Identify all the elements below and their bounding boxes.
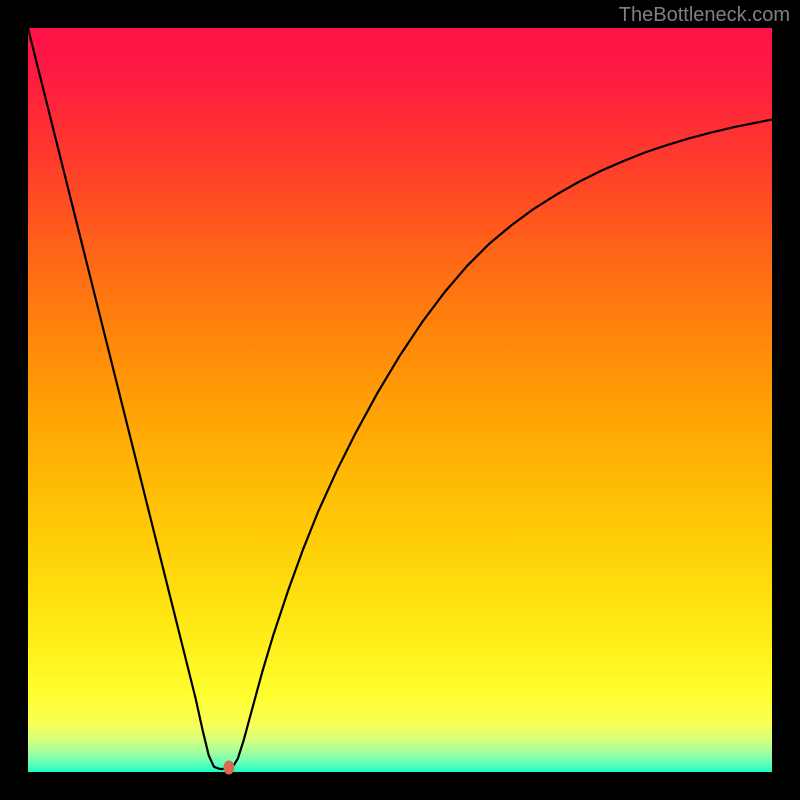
plot-area xyxy=(28,28,772,772)
watermark-text: TheBottleneck.com xyxy=(619,4,790,27)
current-config-marker xyxy=(223,761,234,775)
bottleneck-chart: TheBottleneck.com xyxy=(0,0,800,800)
chart-svg xyxy=(0,0,800,800)
